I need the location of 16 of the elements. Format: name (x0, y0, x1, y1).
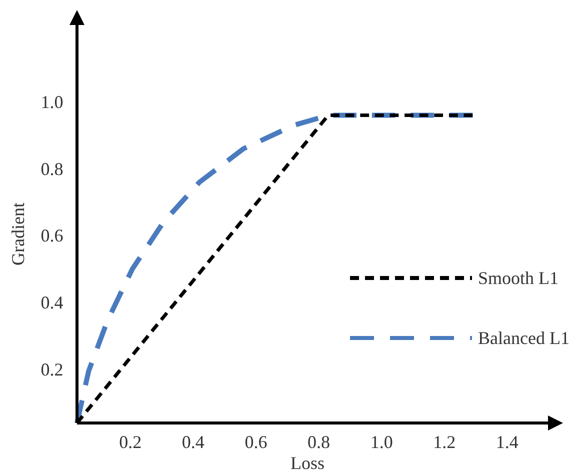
y-axis-title: Gradient (8, 202, 28, 266)
x-tick-label: 1.2 (433, 432, 456, 452)
y-tick-label: 1.0 (40, 92, 64, 112)
x-tick-label: 0.6 (244, 432, 268, 452)
y-tick-label: 0.4 (40, 292, 64, 313)
text: Smooth L1 (478, 268, 559, 288)
text: Balanced L1 (478, 328, 570, 348)
x-tick-label: 1.0 (370, 432, 393, 452)
y-tick-label: 0.8 (40, 158, 64, 179)
x-tick-label: 1.4 (496, 432, 518, 452)
x-axis-title: Loss (290, 453, 325, 473)
x-tick-label: 0.4 (182, 432, 204, 452)
x-tick-label: 0.8 (308, 432, 330, 452)
x-tick-label: 0.2 (119, 432, 142, 452)
y-tick-label: 0.6 (40, 226, 64, 246)
y-tick-label: 0.2 (40, 359, 64, 380)
